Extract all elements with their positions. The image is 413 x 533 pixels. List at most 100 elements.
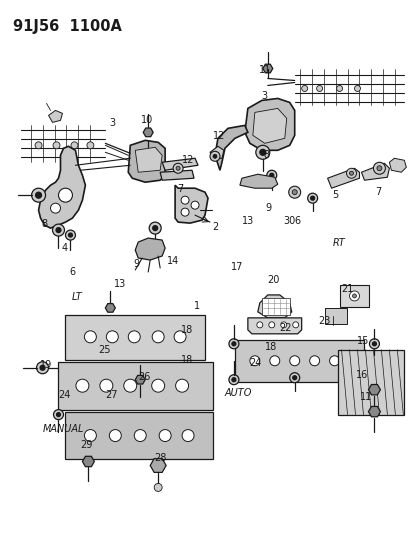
Text: MANUAL: MANUAL (43, 424, 84, 434)
Circle shape (84, 331, 96, 343)
Text: 3: 3 (261, 91, 267, 101)
Circle shape (106, 331, 118, 343)
Circle shape (259, 149, 265, 155)
Bar (58, 362, 212, 410)
Polygon shape (389, 158, 405, 172)
Circle shape (65, 230, 75, 240)
Text: RT: RT (332, 238, 344, 247)
Circle shape (182, 430, 194, 441)
Text: 5: 5 (331, 190, 337, 200)
Circle shape (288, 186, 300, 198)
Text: 10: 10 (141, 115, 153, 125)
Circle shape (349, 291, 358, 301)
Text: LT: LT (71, 292, 82, 302)
Circle shape (368, 339, 378, 349)
Bar (65, 315, 204, 360)
Circle shape (76, 379, 89, 392)
Polygon shape (48, 110, 62, 123)
Circle shape (180, 208, 189, 216)
Text: 1: 1 (193, 301, 199, 311)
Text: 91J56  1100A: 91J56 1100A (13, 19, 121, 34)
Text: 15: 15 (356, 336, 368, 346)
Circle shape (231, 342, 235, 346)
Text: 18: 18 (264, 342, 276, 352)
Text: 14: 14 (166, 256, 179, 266)
Text: 8: 8 (41, 219, 47, 229)
Text: 13: 13 (114, 279, 126, 288)
Polygon shape (162, 158, 197, 170)
Circle shape (329, 356, 339, 366)
Text: 30: 30 (283, 216, 295, 227)
Circle shape (316, 85, 322, 92)
Circle shape (100, 379, 113, 392)
Polygon shape (160, 170, 194, 180)
Polygon shape (135, 375, 145, 384)
Circle shape (36, 362, 48, 374)
Text: 18: 18 (180, 325, 193, 335)
Circle shape (256, 322, 262, 328)
Text: 20: 20 (266, 275, 278, 285)
Circle shape (349, 171, 353, 175)
Circle shape (289, 356, 299, 366)
Circle shape (372, 342, 375, 346)
Circle shape (154, 483, 162, 491)
Circle shape (53, 410, 63, 419)
Polygon shape (337, 350, 404, 415)
Circle shape (310, 196, 314, 200)
Text: 12: 12 (213, 131, 225, 141)
Circle shape (68, 233, 72, 237)
Polygon shape (82, 456, 94, 467)
Circle shape (152, 225, 157, 231)
Text: 7: 7 (374, 187, 380, 197)
Circle shape (40, 365, 45, 370)
Circle shape (292, 322, 298, 328)
Text: 9: 9 (133, 259, 140, 269)
Polygon shape (327, 168, 358, 188)
Circle shape (175, 379, 188, 392)
Circle shape (123, 379, 136, 392)
Circle shape (35, 142, 42, 149)
Text: 23: 23 (318, 316, 330, 326)
Circle shape (56, 228, 61, 232)
Circle shape (336, 85, 342, 92)
Circle shape (269, 356, 279, 366)
Polygon shape (175, 185, 207, 223)
Circle shape (52, 224, 64, 236)
Circle shape (71, 142, 78, 149)
Circle shape (268, 322, 274, 328)
Polygon shape (38, 147, 85, 228)
Text: AUTO: AUTO (224, 388, 251, 398)
Circle shape (109, 430, 121, 441)
Text: 24: 24 (249, 358, 261, 368)
Bar (324, 308, 346, 324)
Circle shape (53, 142, 60, 149)
Circle shape (228, 375, 238, 385)
Circle shape (151, 379, 164, 392)
Text: 26: 26 (138, 372, 150, 382)
Text: 27: 27 (105, 390, 117, 400)
Circle shape (346, 168, 356, 178)
Circle shape (354, 85, 360, 92)
Circle shape (209, 151, 219, 161)
Text: 12: 12 (182, 155, 194, 165)
Text: 11: 11 (258, 65, 270, 75)
Circle shape (36, 192, 41, 198)
Text: 9: 9 (265, 203, 271, 213)
Polygon shape (135, 147, 162, 172)
Text: 3: 3 (109, 118, 115, 128)
Circle shape (87, 142, 94, 149)
Circle shape (31, 188, 45, 202)
Circle shape (289, 373, 299, 383)
Bar (339, 285, 368, 307)
Circle shape (128, 331, 140, 343)
Bar (65, 411, 212, 459)
Polygon shape (262, 64, 272, 73)
Circle shape (212, 154, 216, 158)
Circle shape (301, 85, 307, 92)
Text: 8: 8 (263, 150, 269, 160)
Text: 18: 18 (180, 354, 193, 365)
Circle shape (376, 166, 381, 171)
Text: 6: 6 (294, 216, 300, 227)
Text: 29: 29 (80, 440, 93, 450)
Circle shape (149, 222, 161, 234)
